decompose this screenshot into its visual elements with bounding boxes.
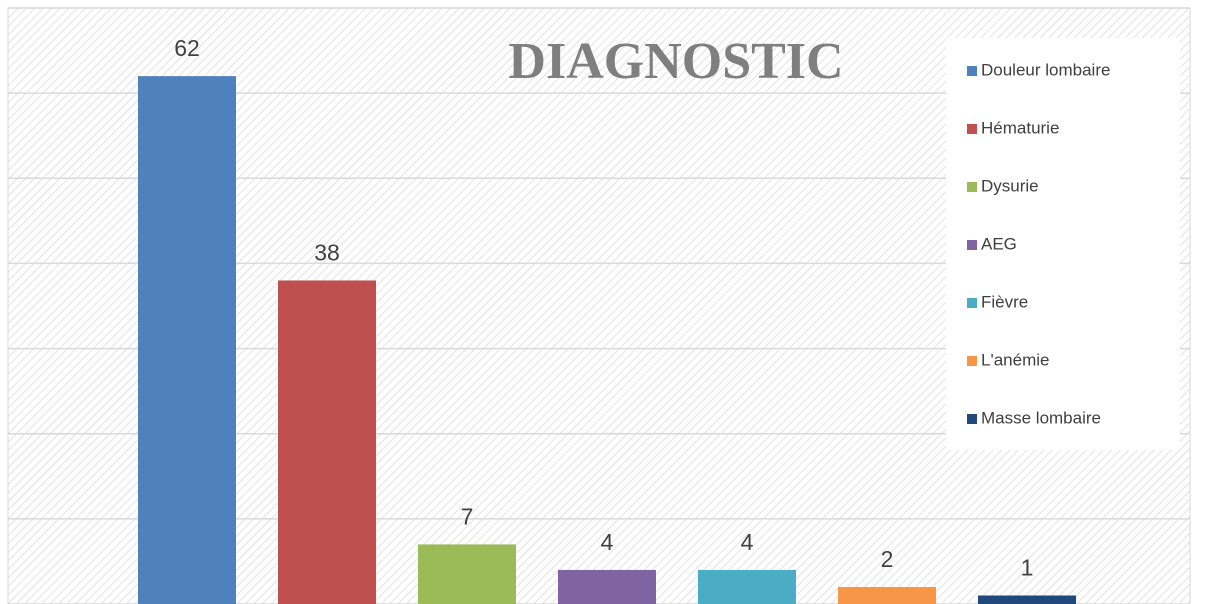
legend-swatch (967, 66, 977, 76)
legend-label: L'anémie (981, 350, 1049, 369)
data-label: 4 (741, 529, 754, 555)
legend-swatch (967, 240, 977, 250)
bar (558, 569, 656, 604)
data-label: 38 (314, 240, 340, 266)
legend-label: Hématurie (981, 118, 1059, 137)
legend-label: AEG (981, 234, 1017, 253)
legend-label: Fièvre (981, 292, 1028, 311)
legend-swatch (967, 124, 977, 134)
legend: Douleur lombaire Hématurie Dysurie AEG Fièvr… (967, 60, 1110, 427)
bars: 62 38 7 4 4 2 1 (138, 35, 1076, 604)
legend-label: Dysurie (981, 176, 1039, 195)
legend-swatch (967, 298, 977, 308)
legend-label: Douleur lombaire (981, 60, 1110, 79)
legend-swatch (967, 356, 977, 366)
data-label: 2 (881, 546, 894, 572)
data-label: 4 (601, 529, 614, 555)
bar (978, 595, 1076, 604)
chart-title: DIAGNOSTIC (508, 33, 843, 90)
bar (138, 76, 236, 604)
bar (698, 569, 796, 604)
legend-swatch (967, 182, 977, 192)
legend-swatch (967, 414, 977, 424)
bar (278, 280, 376, 604)
data-label: 7 (461, 503, 474, 529)
data-label: 62 (174, 35, 200, 61)
legend-box (946, 38, 1180, 450)
data-label: 1 (1021, 555, 1034, 581)
legend-label: Masse lombaire (981, 408, 1101, 427)
bar (418, 544, 516, 604)
bar (838, 586, 936, 604)
